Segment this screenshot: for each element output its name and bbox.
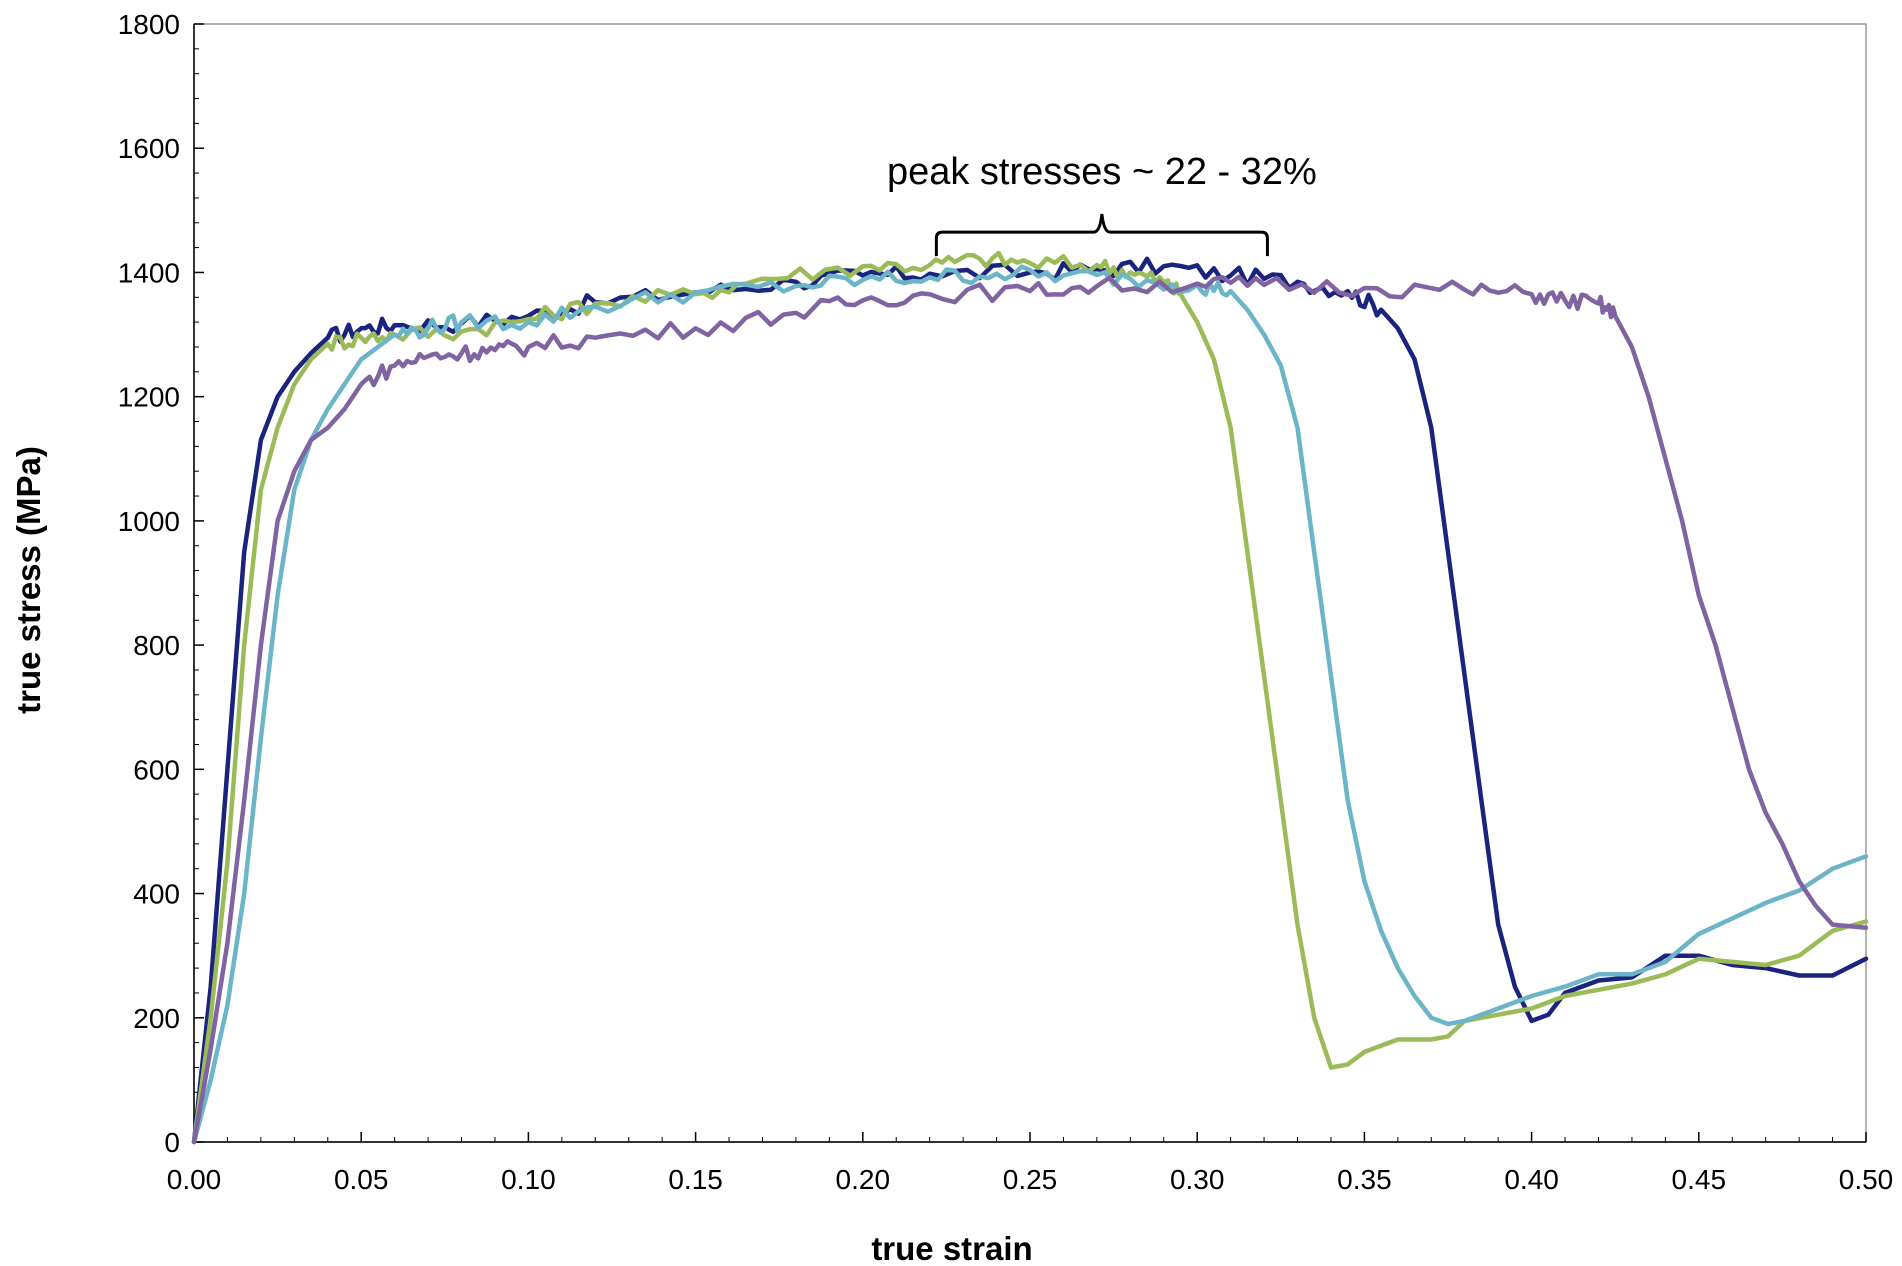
y-tick-label: 800 — [133, 630, 180, 661]
y-tick-label: 200 — [133, 1003, 180, 1034]
y-tick-label: 1000 — [118, 506, 180, 537]
y-tick-label: 1400 — [118, 257, 180, 288]
x-axis-title: true strain — [871, 1230, 1032, 1266]
x-tick-label: 0.15 — [668, 1164, 723, 1195]
x-axis: 0.00 0.05 0.10 0.15 0.20 0.25 0.30 0.35 0.40 0.45… — [167, 1132, 1894, 1195]
x-tick-label: 0.50 — [1839, 1164, 1894, 1195]
x-tick-label: 0.25 — [1003, 1164, 1058, 1195]
x-tick-label: 0.05 — [334, 1164, 389, 1195]
peak-bracket — [934, 213, 1269, 257]
y-axis: 0 200 400 600 800 1000 1200 1400 1600 1800 — [118, 9, 204, 1158]
peak-annotation: peak stresses ~ 22 - 32% — [887, 151, 1317, 257]
series-line-2 — [191, 250, 1869, 1145]
y-tick-label: 1200 — [118, 382, 180, 413]
y-axis-title: true stress (MPa) — [10, 446, 47, 714]
series-line-4 — [191, 274, 1869, 1145]
series-line-1 — [191, 256, 1869, 1145]
peak-annotation-label: peak stresses ~ 22 - 32% — [887, 151, 1317, 193]
series-layer — [191, 250, 1869, 1145]
series-line-3 — [191, 264, 1869, 1145]
y-tick-label: 1800 — [118, 9, 180, 40]
x-tick-label: 0.30 — [1170, 1164, 1225, 1195]
x-tick-label: 0.40 — [1504, 1164, 1559, 1195]
x-tick-label: 0.00 — [167, 1164, 222, 1195]
x-tick-label: 0.45 — [1672, 1164, 1727, 1195]
y-tick-label: 600 — [133, 754, 180, 785]
y-tick-label: 1600 — [118, 133, 180, 164]
y-tick-label: 400 — [133, 879, 180, 910]
y-tick-label: 0 — [164, 1127, 180, 1158]
x-tick-label: 0.20 — [836, 1164, 891, 1195]
x-tick-label: 0.10 — [501, 1164, 556, 1195]
x-tick-label: 0.35 — [1337, 1164, 1392, 1195]
